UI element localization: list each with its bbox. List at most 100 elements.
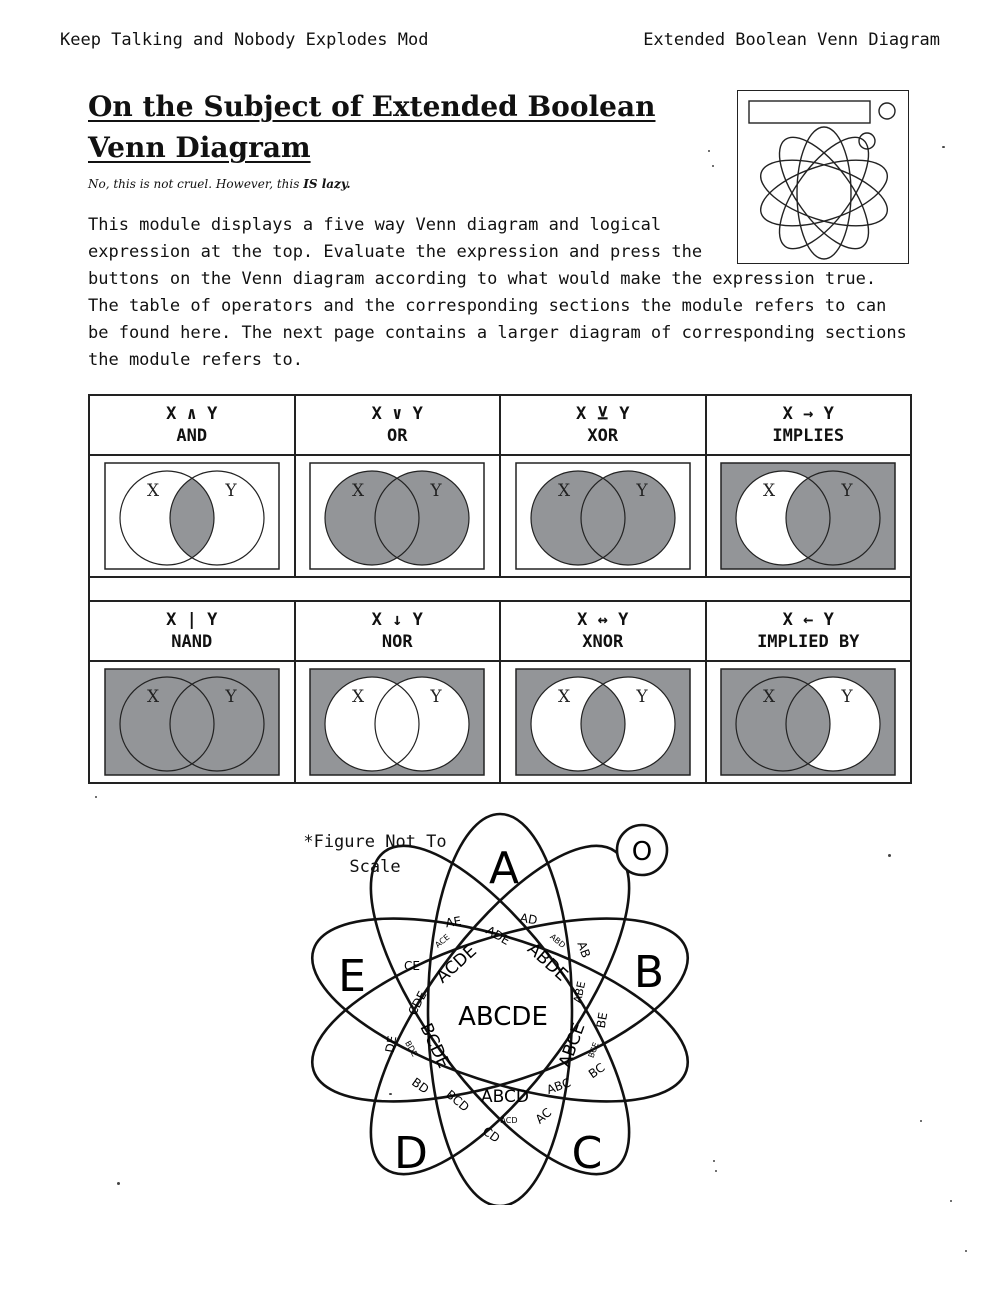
module-venn-ellipses <box>759 126 889 260</box>
operator-name: XOR <box>587 426 619 446</box>
region-label[interactable]: DE <box>383 1035 400 1054</box>
y-only-region <box>580 471 675 565</box>
operator-table-spacer <box>88 576 912 602</box>
operator-cell: X → Y IMPLIES <box>704 394 912 456</box>
x-circle-label: X <box>763 481 776 501</box>
operator-symbol: X ↓ Y <box>371 610 423 630</box>
region-label[interactable]: CD <box>480 1124 502 1146</box>
intersection-region <box>375 478 420 558</box>
region-label[interactable]: AD <box>519 911 539 928</box>
operator-cell: X ↔ Y XNOR <box>499 600 707 662</box>
outside-label: O <box>632 837 652 867</box>
operator-symbol: X | Y <box>166 610 218 630</box>
region-label[interactable]: AB <box>574 940 593 960</box>
operator-symbol: X ← Y <box>782 610 834 630</box>
center-region-label[interactable]: ABCDE <box>458 1002 548 1032</box>
y-circle-outline <box>785 676 881 772</box>
set-b-ellipse <box>310 917 690 1103</box>
print-speck <box>712 165 714 167</box>
x-circle-outline <box>735 470 831 566</box>
print-speck <box>95 796 97 798</box>
operator-name: OR <box>387 426 408 446</box>
region-label[interactable]: ABC <box>545 1075 573 1097</box>
region-label[interactable]: ADE <box>484 923 513 948</box>
intersection-region <box>169 478 214 558</box>
region-label[interactable]: BE <box>594 1011 611 1029</box>
intro-text: This module displays a five way Venn dia… <box>88 215 907 370</box>
region-label[interactable]: BC <box>586 1060 607 1081</box>
y-circle-outline <box>374 470 470 566</box>
intersection-region <box>580 684 625 764</box>
outside-button-circle[interactable] <box>615 823 669 877</box>
y-circle-outline <box>169 676 265 772</box>
x-circle-outline <box>530 470 626 566</box>
print-speck <box>713 1160 715 1162</box>
intersection-region <box>786 684 831 764</box>
region-label[interactable]: ABCE <box>555 1020 589 1070</box>
x-circle-outline <box>324 676 420 772</box>
y-circle-label: Y <box>430 687 443 707</box>
header-manual-title: Extended Boolean Venn Diagram <box>643 30 940 50</box>
operator-name: IMPLIED BY <box>757 632 860 652</box>
set-label-d: D <box>394 1128 428 1179</box>
region-label[interactable]: BCDE <box>416 1020 454 1071</box>
region-label[interactable]: ACD <box>500 1116 517 1125</box>
set-e-ellipse <box>310 917 690 1103</box>
operator-label-row: X | Y NAND X ↓ Y NOR X ↔ Y XNOR X ← Y IMPLIE… <box>88 600 912 662</box>
x-circle-label: X <box>558 481 571 501</box>
header-module-name: Keep Talking and Nobody Explodes Mod <box>60 30 429 50</box>
region-label[interactable]: ABE <box>571 980 588 1004</box>
y-circle-base <box>375 677 470 771</box>
region-label[interactable]: BCD <box>443 1087 472 1114</box>
region-label[interactable]: AE <box>444 914 462 931</box>
operator-symbol: X ∨ Y <box>371 404 423 424</box>
y-circle-outline <box>169 470 265 566</box>
page-title: On the Subject of Extended Boolean Venn … <box>88 90 656 164</box>
region-label[interactable]: CE <box>404 959 420 973</box>
print-speck <box>715 1170 717 1172</box>
y-circle-outline <box>374 676 470 772</box>
x-circle-label: X <box>763 687 776 707</box>
y-circle-outline <box>580 676 676 772</box>
print-speck <box>942 146 945 148</box>
y-circle-label: Y <box>635 481 648 501</box>
print-speck <box>708 150 710 152</box>
module-status-light <box>878 102 896 120</box>
set-c-ellipse <box>369 844 631 1176</box>
flavor-text-prefix: No, this is not cruel. However, this <box>88 177 304 191</box>
flavor-text: No, this is not cruel. However, this IS … <box>88 177 351 191</box>
x-circle-label: X <box>147 481 160 501</box>
region-label[interactable]: ABD <box>548 932 567 950</box>
y-circle-label: Y <box>430 481 443 501</box>
region-label[interactable]: ABCD <box>481 1087 529 1107</box>
operator-cell: X ∧ Y AND <box>88 394 296 456</box>
region-label[interactable]: BCE <box>587 1041 601 1059</box>
intro-paragraph: This module displays a five way Venn dia… <box>88 212 908 374</box>
operator-symbol: X → Y <box>782 404 834 424</box>
x-circle-label: X <box>352 481 365 501</box>
operator-symbol: X ∧ Y <box>166 404 218 424</box>
region-label[interactable]: AC <box>533 1105 555 1126</box>
region-label[interactable]: ACE <box>433 933 451 950</box>
operator-symbol: X ↔ Y <box>577 610 629 630</box>
y-circle-label: Y <box>635 687 648 707</box>
five-way-venn: O A B C D E ABCDE AE AD ACE ADE ABD AB C… <box>290 805 710 1208</box>
module-diagram-drawing <box>748 100 896 260</box>
region-label[interactable]: BD <box>409 1075 431 1096</box>
x-circle-outline <box>119 676 215 772</box>
y-circle-label: Y <box>224 687 237 707</box>
print-speck <box>888 854 891 857</box>
y-circle-outline <box>580 470 676 566</box>
venn-set-labels: A B C D E <box>338 843 664 1179</box>
